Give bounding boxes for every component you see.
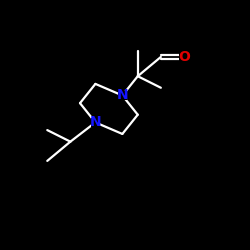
Bar (118, 91, 127, 100)
Bar (179, 52, 189, 61)
Bar (90, 118, 100, 127)
Text: O: O (178, 50, 190, 64)
Text: N: N (90, 116, 101, 130)
Text: N: N (116, 88, 128, 102)
